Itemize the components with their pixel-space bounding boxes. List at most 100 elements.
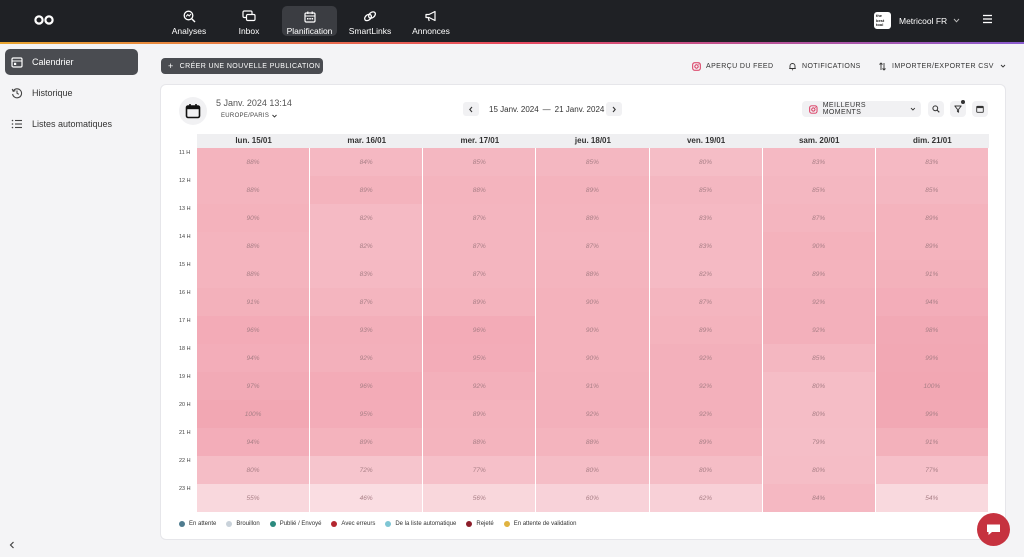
time-slot-cell[interactable]: 82% bbox=[310, 204, 423, 232]
time-slot-cell[interactable]: 92% bbox=[536, 400, 649, 428]
time-slot-cell[interactable]: 90% bbox=[536, 344, 649, 372]
collapse-sidebar-icon[interactable] bbox=[8, 541, 16, 549]
time-slot-cell[interactable]: 60% bbox=[536, 484, 649, 512]
best-moments-dropdown[interactable]: MEILLEURS MOMENTS bbox=[802, 101, 921, 117]
time-slot-cell[interactable]: 97% bbox=[197, 372, 310, 400]
time-slot-cell[interactable]: 83% bbox=[649, 204, 762, 232]
time-slot-cell[interactable]: 90% bbox=[536, 316, 649, 344]
time-slot-cell[interactable]: 95% bbox=[423, 344, 536, 372]
chat-button[interactable] bbox=[977, 513, 1010, 546]
previous-week-button[interactable] bbox=[463, 102, 479, 116]
time-slot-cell[interactable]: 89% bbox=[536, 176, 649, 204]
time-slot-cell[interactable]: 89% bbox=[423, 288, 536, 316]
time-slot-cell[interactable]: 98% bbox=[875, 316, 988, 344]
time-slot-cell[interactable]: 91% bbox=[536, 372, 649, 400]
time-slot-cell[interactable]: 96% bbox=[197, 316, 310, 344]
time-slot-cell[interactable]: 88% bbox=[536, 204, 649, 232]
nav-analyses[interactable]: Analyses bbox=[168, 6, 210, 36]
time-slot-cell[interactable]: 95% bbox=[310, 400, 423, 428]
time-slot-cell[interactable]: 89% bbox=[649, 428, 762, 456]
time-slot-cell[interactable]: 83% bbox=[649, 232, 762, 260]
time-slot-cell[interactable]: 100% bbox=[197, 400, 310, 428]
time-slot-cell[interactable]: 88% bbox=[197, 232, 310, 260]
time-slot-cell[interactable]: 88% bbox=[197, 176, 310, 204]
time-slot-cell[interactable]: 85% bbox=[762, 176, 875, 204]
notifications-button[interactable]: NOTIFICATIONS bbox=[782, 58, 867, 74]
nav-annonces[interactable]: Annonces bbox=[411, 6, 451, 36]
time-slot-cell[interactable]: 89% bbox=[310, 428, 423, 456]
calendar-view-button[interactable] bbox=[972, 101, 988, 117]
time-slot-cell[interactable]: 100% bbox=[875, 372, 988, 400]
time-slot-cell[interactable]: 80% bbox=[762, 372, 875, 400]
time-slot-cell[interactable]: 87% bbox=[423, 204, 536, 232]
time-slot-cell[interactable]: 85% bbox=[536, 148, 649, 176]
time-slot-cell[interactable]: 87% bbox=[762, 204, 875, 232]
time-slot-cell[interactable]: 89% bbox=[762, 260, 875, 288]
time-slot-cell[interactable]: 88% bbox=[536, 260, 649, 288]
nav-smartlinks[interactable]: SmartLinks bbox=[348, 6, 392, 36]
time-slot-cell[interactable]: 90% bbox=[536, 288, 649, 316]
time-slot-cell[interactable]: 87% bbox=[536, 232, 649, 260]
time-slot-cell[interactable]: 62% bbox=[649, 484, 762, 512]
time-slot-cell[interactable]: 92% bbox=[423, 372, 536, 400]
account-selector[interactable]: the best tool Metricool FR bbox=[874, 12, 960, 29]
time-slot-cell[interactable]: 82% bbox=[649, 260, 762, 288]
time-slot-cell[interactable]: 84% bbox=[762, 484, 875, 512]
time-slot-cell[interactable]: 92% bbox=[762, 316, 875, 344]
time-slot-cell[interactable]: 79% bbox=[762, 428, 875, 456]
time-slot-cell[interactable]: 54% bbox=[875, 484, 988, 512]
time-slot-cell[interactable]: 88% bbox=[423, 176, 536, 204]
time-slot-cell[interactable]: 56% bbox=[423, 484, 536, 512]
time-slot-cell[interactable]: 82% bbox=[310, 232, 423, 260]
time-slot-cell[interactable]: 84% bbox=[310, 148, 423, 176]
time-slot-cell[interactable]: 99% bbox=[875, 400, 988, 428]
time-slot-cell[interactable]: 89% bbox=[423, 400, 536, 428]
time-slot-cell[interactable]: 83% bbox=[875, 148, 988, 176]
time-slot-cell[interactable]: 88% bbox=[197, 260, 310, 288]
time-slot-cell[interactable]: 91% bbox=[875, 260, 988, 288]
time-slot-cell[interactable]: 96% bbox=[310, 372, 423, 400]
hamburger-menu-icon[interactable] bbox=[982, 14, 993, 24]
time-slot-cell[interactable]: 80% bbox=[649, 148, 762, 176]
next-week-button[interactable] bbox=[606, 102, 622, 116]
time-slot-cell[interactable]: 91% bbox=[875, 428, 988, 456]
time-slot-cell[interactable]: 80% bbox=[762, 400, 875, 428]
time-slot-cell[interactable]: 80% bbox=[197, 456, 310, 484]
time-slot-cell[interactable]: 89% bbox=[875, 204, 988, 232]
time-slot-cell[interactable]: 55% bbox=[197, 484, 310, 512]
time-slot-cell[interactable]: 87% bbox=[649, 288, 762, 316]
time-slot-cell[interactable]: 96% bbox=[423, 316, 536, 344]
time-slot-cell[interactable]: 87% bbox=[423, 260, 536, 288]
feed-preview-button[interactable]: APERÇU DU FEED bbox=[686, 58, 779, 74]
time-slot-cell[interactable]: 85% bbox=[875, 176, 988, 204]
metricool-logo[interactable] bbox=[34, 14, 54, 26]
time-slot-cell[interactable]: 88% bbox=[536, 428, 649, 456]
time-slot-cell[interactable]: 92% bbox=[649, 344, 762, 372]
time-slot-cell[interactable]: 80% bbox=[536, 456, 649, 484]
time-slot-cell[interactable]: 80% bbox=[762, 456, 875, 484]
time-slot-cell[interactable]: 83% bbox=[310, 260, 423, 288]
time-slot-cell[interactable]: 88% bbox=[197, 148, 310, 176]
time-slot-cell[interactable]: 89% bbox=[649, 316, 762, 344]
sidebar-item-listes-automatiques[interactable]: Listes automatiques bbox=[5, 111, 138, 137]
time-slot-cell[interactable]: 94% bbox=[197, 428, 310, 456]
timezone-selector[interactable]: EUROPE/PARIS bbox=[221, 113, 277, 119]
time-slot-cell[interactable]: 90% bbox=[762, 232, 875, 260]
sidebar-item-calendrier[interactable]: Calendrier bbox=[5, 49, 138, 75]
time-slot-cell[interactable]: 92% bbox=[762, 288, 875, 316]
import-export-csv-button[interactable]: IMPORTER/EXPORTER CSV bbox=[872, 58, 1012, 74]
nav-planification[interactable]: Planification bbox=[282, 6, 337, 36]
time-slot-cell[interactable]: 99% bbox=[875, 344, 988, 372]
time-slot-cell[interactable]: 85% bbox=[649, 176, 762, 204]
sidebar-item-historique[interactable]: Historique bbox=[5, 80, 138, 106]
time-slot-cell[interactable]: 77% bbox=[423, 456, 536, 484]
filter-button[interactable] bbox=[950, 100, 966, 117]
time-slot-cell[interactable]: 89% bbox=[310, 176, 423, 204]
time-slot-cell[interactable]: 92% bbox=[310, 344, 423, 372]
time-slot-cell[interactable]: 80% bbox=[649, 456, 762, 484]
time-slot-cell[interactable]: 87% bbox=[423, 232, 536, 260]
time-slot-cell[interactable]: 90% bbox=[197, 204, 310, 232]
search-button[interactable] bbox=[928, 101, 944, 117]
new-post-button[interactable]: + CRÉER UNE NOUVELLE PUBLICATION bbox=[161, 58, 323, 74]
time-slot-cell[interactable]: 77% bbox=[875, 456, 988, 484]
